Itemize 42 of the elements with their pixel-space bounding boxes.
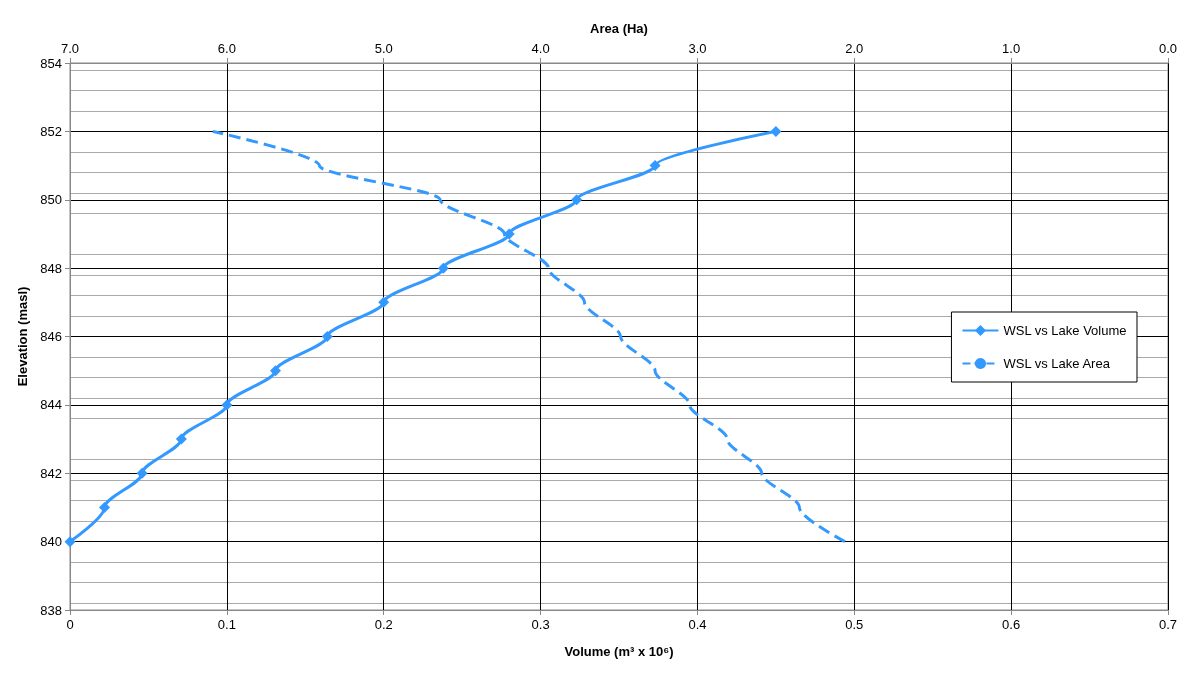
x-tick-label: 0.2 [374, 617, 393, 632]
y-tick-label: 842 [40, 465, 62, 481]
point [175, 433, 187, 445]
y-axis-title: Elevation (masl) [15, 286, 31, 387]
x-tick-label: 0.6 [1002, 617, 1021, 632]
point [649, 160, 661, 172]
x-tick-label: 0.3 [531, 617, 550, 632]
legend-label: WSL vs Lake Area [1003, 356, 1111, 371]
point [269, 365, 281, 377]
point [378, 296, 390, 308]
x2-tick-label: 5.0 [374, 41, 393, 56]
point [221, 399, 233, 411]
point [437, 262, 449, 274]
point [571, 194, 583, 206]
y-tick-label: 850 [40, 192, 62, 208]
point [136, 467, 148, 479]
y-tick-label: 852 [40, 123, 62, 139]
x2-tick-label: 6.0 [217, 41, 236, 56]
y-tick-label: 838 [40, 602, 62, 618]
y-tick-label: 848 [40, 260, 62, 276]
point [64, 536, 76, 548]
x-tick-label: 0 [66, 617, 74, 632]
x-axis-title: Volume (m³ x 10⁶) [564, 644, 674, 659]
point [321, 331, 333, 342]
y-tick-label: 844 [40, 397, 62, 413]
y-tick-label: 846 [40, 329, 62, 344]
point [99, 501, 111, 513]
x-tick-label: 0.1 [217, 617, 236, 632]
x-tick-label: 0.4 [688, 617, 707, 632]
y-tick-label: 840 [40, 534, 62, 550]
x2-tick-label: 0.0 [1158, 41, 1178, 56]
x-tick-label: 0.7 [1158, 617, 1178, 632]
x2-tick-label: 4.0 [531, 41, 550, 56]
x-tick-label: 0.5 [845, 617, 864, 632]
x2-axis-title: Area (Ha) [590, 21, 648, 36]
point [770, 125, 782, 137]
x2-tick-label: 2.0 [845, 41, 864, 56]
legend-label: WSL vs Lake Volume [1003, 323, 1127, 338]
x2-tick-label: 7.0 [60, 41, 80, 56]
x2-tick-label: 1.0 [1002, 41, 1021, 56]
x2-tick-label: 3.0 [688, 41, 707, 56]
y-tick-label: 854 [40, 55, 62, 71]
